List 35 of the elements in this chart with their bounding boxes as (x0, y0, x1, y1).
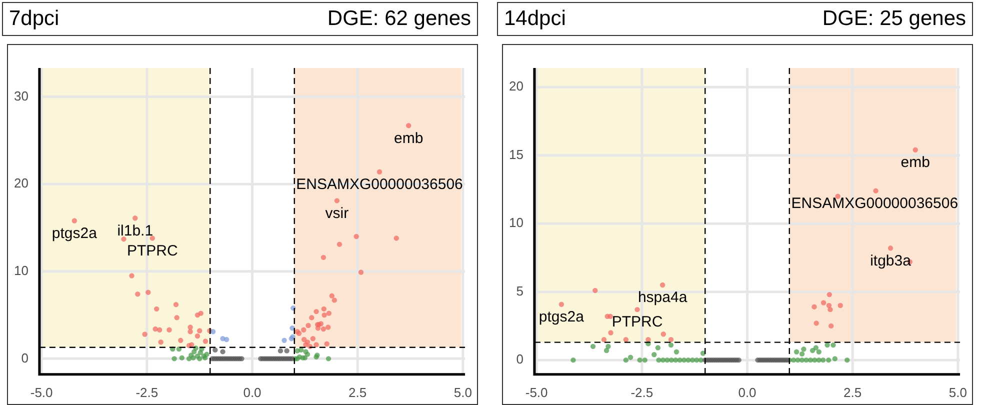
annotation: ptgs2a (538, 308, 585, 326)
y-tick-label: 10 (508, 215, 524, 230)
x-tick-label: -5.0 (30, 384, 53, 400)
annotation: ENSAMXG00000036506 (296, 176, 463, 194)
y-tick-label: 15 (508, 146, 524, 162)
annotation: emb (394, 130, 424, 147)
annotation: hspa4a (638, 289, 688, 306)
y-tick-label: 20 (508, 78, 524, 94)
x-tick-label: -2.5 (136, 384, 158, 400)
x-tick-label: 0.0 (738, 384, 756, 400)
annotation: emb (900, 154, 930, 172)
x-tick-label: 5.0 (948, 384, 967, 400)
annotation: PTPRC (126, 242, 178, 260)
y-tick-label: 5 (516, 283, 524, 298)
chart-subtitle: DGE: 62 genes (327, 7, 471, 31)
annotation: vsir (325, 204, 349, 222)
x-tick-label: 0.0 (243, 384, 262, 400)
y-tick-label: 0 (21, 350, 28, 366)
annotation: il1b.1 (117, 222, 154, 240)
y-tick-label: 20 (14, 176, 28, 191)
x-tick-label: 2.5 (348, 384, 367, 400)
x-tick-label: -5.0 (525, 384, 548, 400)
chart-title: 14dpci (504, 7, 566, 31)
annotation: itgb3a (870, 252, 912, 270)
x-tick-label: -2.5 (630, 384, 654, 400)
annotation: PTPRC (612, 314, 663, 331)
chart-title: 7dpci (9, 7, 60, 31)
y-tick-label: 0 (516, 352, 524, 367)
annotation: ptgs2a (52, 224, 98, 242)
chart-subtitle: DGE: 25 genes (822, 7, 966, 31)
x-tick-label: 2.5 (844, 384, 862, 400)
annotation: ENSAMXG00000036506 (791, 194, 958, 212)
x-tick-label: 5.0 (454, 384, 472, 400)
y-tick-label: 10 (14, 262, 28, 278)
y-tick-label: 30 (14, 88, 28, 104)
